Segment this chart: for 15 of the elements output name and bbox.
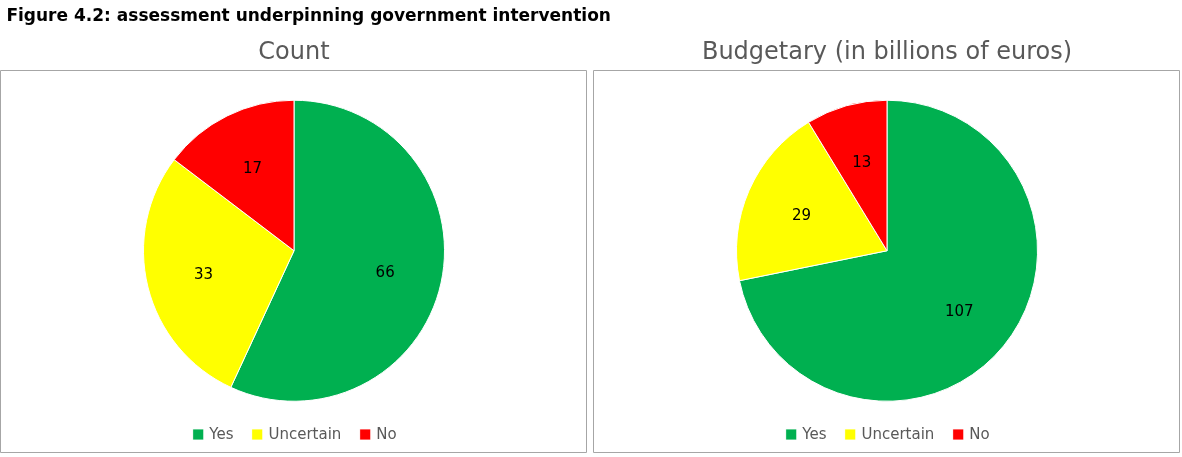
caption: Figure 4.2: assessment underpinning government intervention (6, 4, 611, 25)
data-label: 17 (242, 159, 263, 178)
data-label: 29 (791, 205, 812, 224)
legend-label: Uncertain (268, 425, 342, 443)
chart-title: Count (258, 36, 330, 65)
data-label: 33 (193, 265, 213, 284)
legend-label: Yes (802, 425, 827, 443)
legend-label: No (376, 425, 397, 443)
data-label: 66 (375, 262, 395, 281)
legend-label: Uncertain (861, 425, 935, 443)
chart-title: Budgetary (in billions of euros) (701, 36, 1073, 65)
legend-label: Yes (209, 425, 234, 443)
data-label: 107 (944, 301, 974, 320)
legend-label: No (969, 425, 990, 443)
data-label: 13 (852, 153, 872, 172)
